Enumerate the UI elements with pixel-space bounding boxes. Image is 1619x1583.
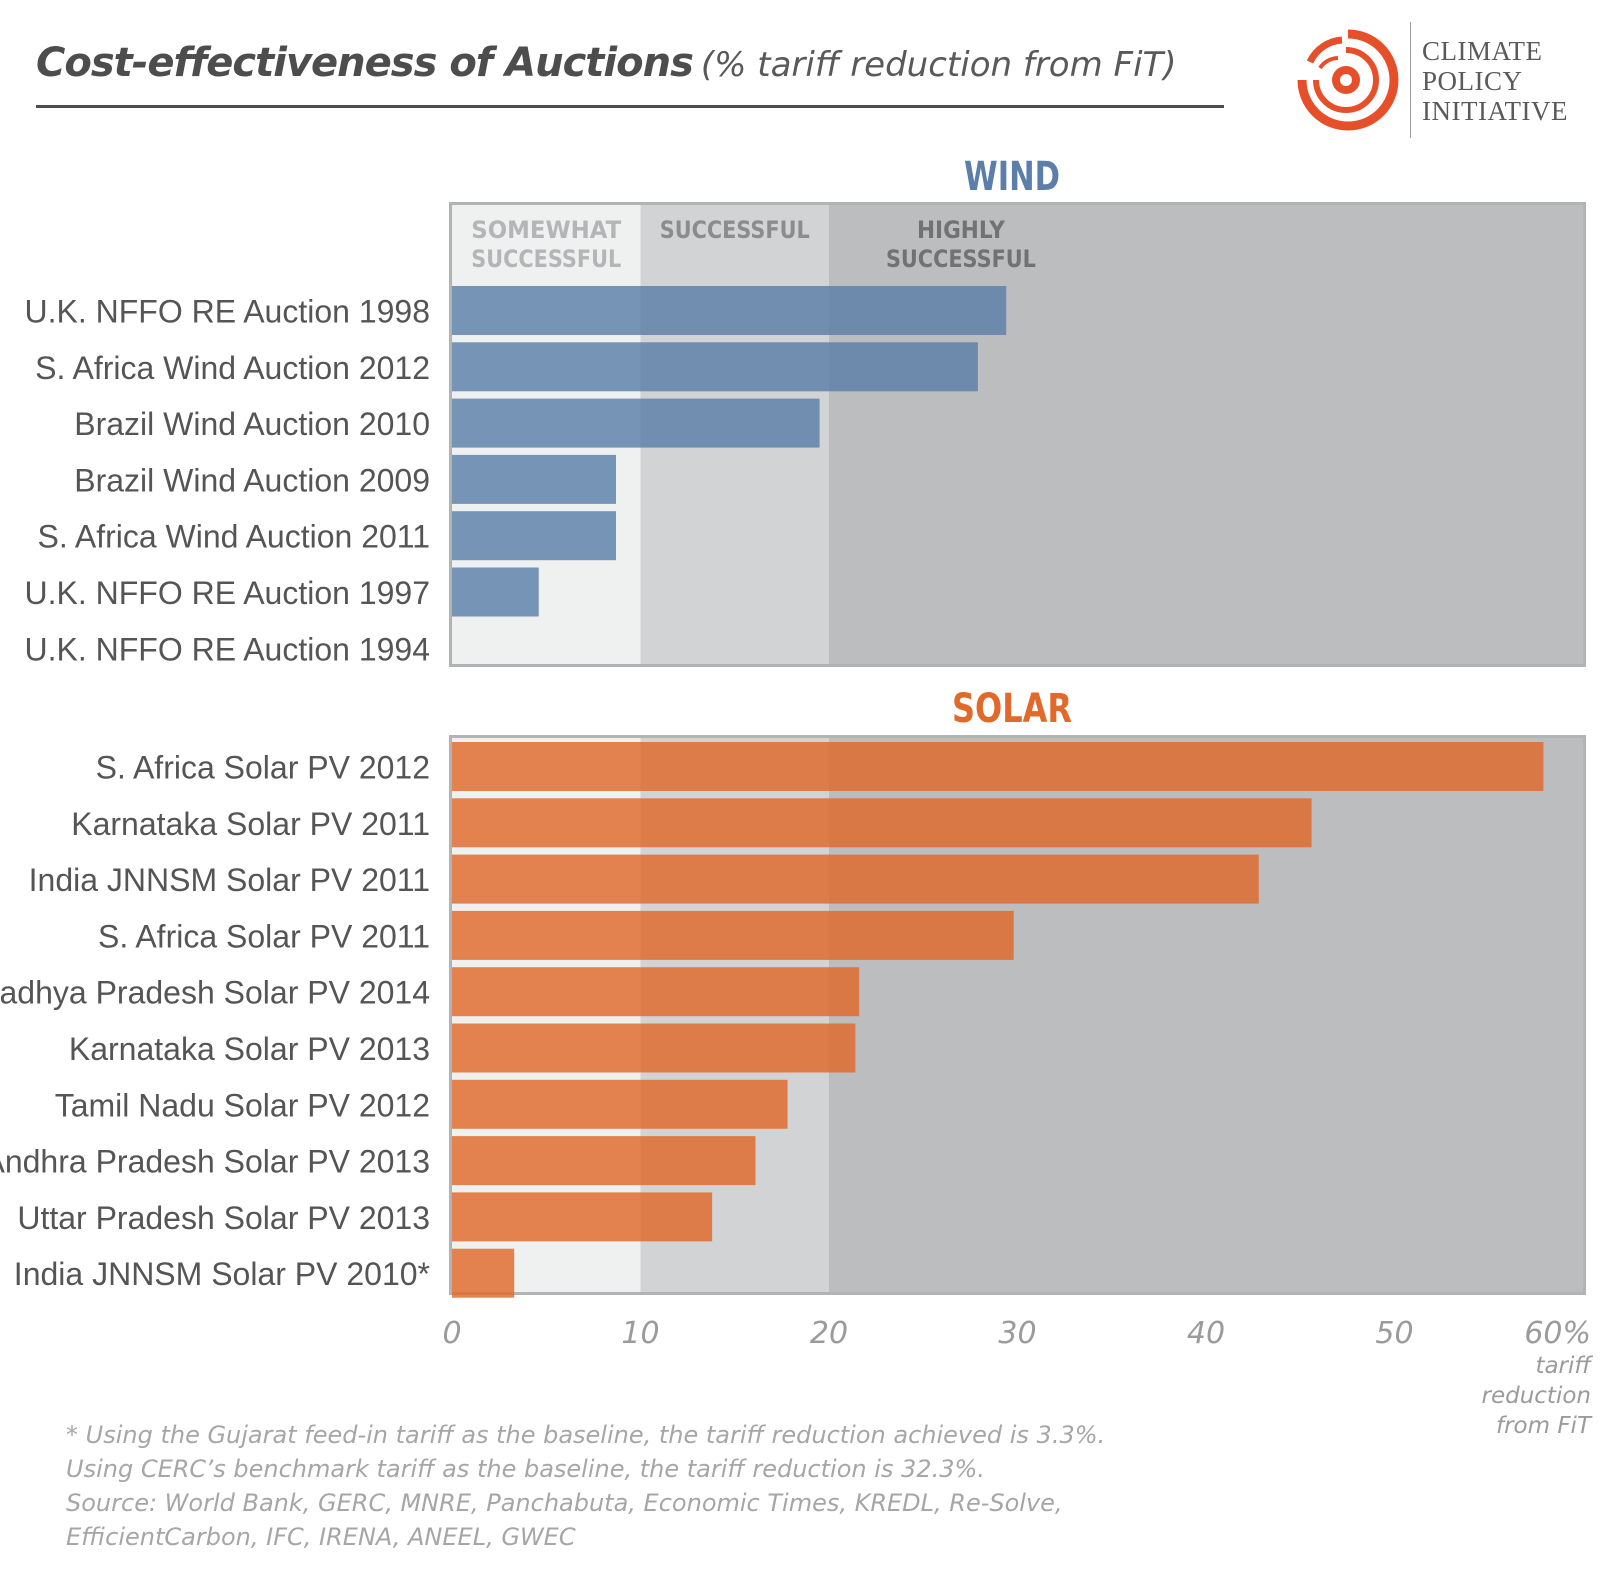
x-tick-label: 50 bbox=[1375, 1316, 1413, 1351]
category-label: India JNNSM Solar PV 2011 bbox=[29, 862, 430, 898]
bar bbox=[452, 398, 820, 448]
zone-label: SUCCESSFUL bbox=[471, 245, 621, 273]
category-label: U.K. NFFO RE Auction 1998 bbox=[25, 294, 431, 330]
bar bbox=[452, 567, 539, 617]
footnote-line-4: EfficientCarbon, IFC, IRENA, ANEEL, GWEC bbox=[66, 1523, 576, 1551]
footnote-line-2: Using CERC’s benchmark tariff as the bas… bbox=[66, 1455, 985, 1483]
panel-frame bbox=[449, 735, 1586, 1295]
category-label: Andhra Pradesh Solar PV 2013 bbox=[0, 1144, 430, 1180]
logo-divider bbox=[1410, 22, 1411, 138]
bar bbox=[452, 342, 978, 392]
x-axis-label: reduction bbox=[1482, 1383, 1592, 1409]
category-label: India JNNSM Solar PV 2010* bbox=[14, 1256, 430, 1292]
zone-background-2 bbox=[829, 205, 1583, 664]
footnotes: * Using the Gujarat feed-in tariff as th… bbox=[66, 1418, 1105, 1554]
category-label: Uttar Pradesh Solar PV 2013 bbox=[17, 1200, 430, 1236]
category-label: U.K. NFFO RE Auction 1997 bbox=[25, 575, 431, 611]
bar bbox=[452, 854, 1259, 904]
x-axis: 0 10 20 30 40 50 60%tariff reduction from FiT bbox=[442, 1316, 1593, 1439]
zone-label: SOMEWHAT bbox=[471, 216, 622, 244]
climate-policy-initiative-logo-icon bbox=[1297, 29, 1399, 131]
category-label: Madhya Pradesh Solar PV 2014 bbox=[0, 975, 430, 1011]
panel-frame bbox=[449, 202, 1586, 667]
zone-label: HIGHLY bbox=[917, 216, 1006, 244]
logo-line-2: POLICY bbox=[1422, 66, 1523, 96]
bar bbox=[452, 910, 1014, 960]
x-axis-label: from FiT bbox=[1496, 1413, 1593, 1439]
bar bbox=[452, 1248, 515, 1298]
x-tick-label: 60% bbox=[1524, 1316, 1591, 1351]
category-label: Karnataka Solar PV 2011 bbox=[71, 806, 430, 842]
chart-title: Cost-effectiveness of Auctions (% tariff … bbox=[36, 40, 1177, 86]
bar bbox=[452, 798, 1312, 848]
bar bbox=[452, 286, 1007, 335]
zone-label: SUCCESSFUL bbox=[886, 245, 1036, 273]
bar bbox=[452, 1023, 856, 1073]
logo-line-1: CLIMATE bbox=[1422, 36, 1543, 66]
bar bbox=[452, 742, 1544, 791]
category-label: S. Africa Wind Auction 2011 bbox=[37, 519, 430, 555]
x-tick-label: 0 bbox=[442, 1316, 461, 1351]
header: Cost-effectiveness of Auctions (% tariff … bbox=[0, 0, 1619, 150]
logo-line-3: INITIATIVE bbox=[1422, 96, 1568, 126]
zone-label: SUCCESSFUL bbox=[660, 216, 810, 244]
category-label: U.K. NFFO RE Auction 1994 bbox=[25, 631, 431, 667]
footnote-line-1: * Using the Gujarat feed-in tariff as th… bbox=[66, 1421, 1106, 1449]
bar bbox=[452, 511, 616, 561]
panel-solar: SOLAR S. Africa Solar PV 2012 Karnataka So… bbox=[0, 686, 1586, 1298]
category-label: S. Africa Solar PV 2011 bbox=[98, 918, 430, 954]
title-underline bbox=[36, 105, 1224, 108]
category-label: S. Africa Wind Auction 2012 bbox=[35, 350, 430, 386]
category-label: S. Africa Solar PV 2012 bbox=[96, 750, 430, 786]
x-tick-label: 20 bbox=[810, 1316, 848, 1351]
x-tick-label: 10 bbox=[621, 1316, 659, 1351]
bar bbox=[452, 1136, 756, 1186]
x-tick-label: 40 bbox=[1187, 1316, 1225, 1351]
category-label: Brazil Wind Auction 2010 bbox=[74, 406, 430, 442]
x-tick-label: 30 bbox=[998, 1316, 1036, 1351]
footnote-line-3: Source: World Bank, GERC, MNRE, Panchabu… bbox=[66, 1489, 1063, 1517]
x-axis-label: tariff bbox=[1535, 1353, 1593, 1379]
bar bbox=[452, 1192, 713, 1242]
category-label: Karnataka Solar PV 2013 bbox=[69, 1031, 430, 1067]
chart-subtitle: (% tariff reduction from FiT) bbox=[700, 45, 1177, 85]
logo-wordmark: CLIMATE POLICY INITIATIVE bbox=[1422, 36, 1568, 126]
panel-title: SOLAR bbox=[952, 686, 1072, 732]
bar bbox=[452, 454, 616, 504]
bar bbox=[452, 967, 860, 1017]
category-label: Tamil Nadu Solar PV 2012 bbox=[55, 1087, 430, 1123]
chart-title-main: Cost-effectiveness of Auctions bbox=[36, 40, 694, 86]
panel-title: WIND bbox=[964, 154, 1060, 200]
bar bbox=[452, 1079, 788, 1129]
category-label: Brazil Wind Auction 2009 bbox=[74, 462, 430, 498]
